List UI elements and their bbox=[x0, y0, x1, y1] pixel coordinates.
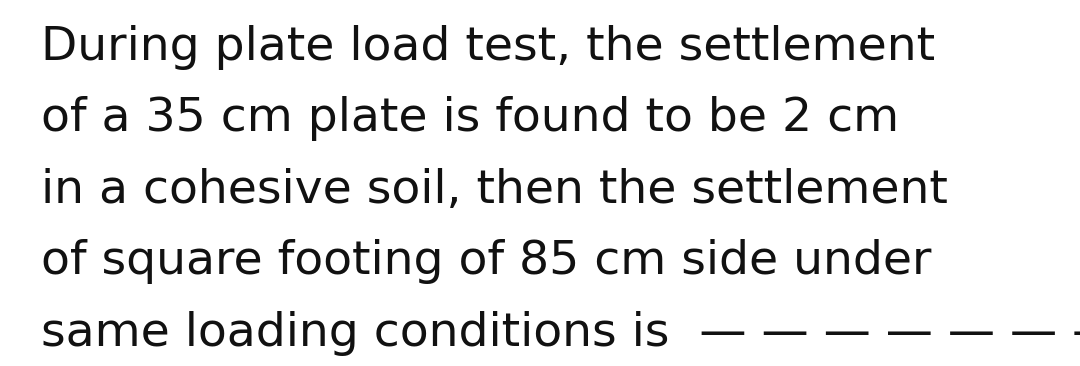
Text: in a cohesive soil, then the settlement: in a cohesive soil, then the settlement bbox=[41, 168, 948, 213]
Text: of square footing of 85 cm side under: of square footing of 85 cm side under bbox=[41, 239, 932, 284]
Text: of a 35 cm plate is found to be 2 cm: of a 35 cm plate is found to be 2 cm bbox=[41, 97, 900, 141]
Text: same loading conditions is  — — — — — — — —.: same loading conditions is — — — — — — —… bbox=[41, 311, 1080, 355]
Text: During plate load test, the settlement: During plate load test, the settlement bbox=[41, 25, 935, 70]
